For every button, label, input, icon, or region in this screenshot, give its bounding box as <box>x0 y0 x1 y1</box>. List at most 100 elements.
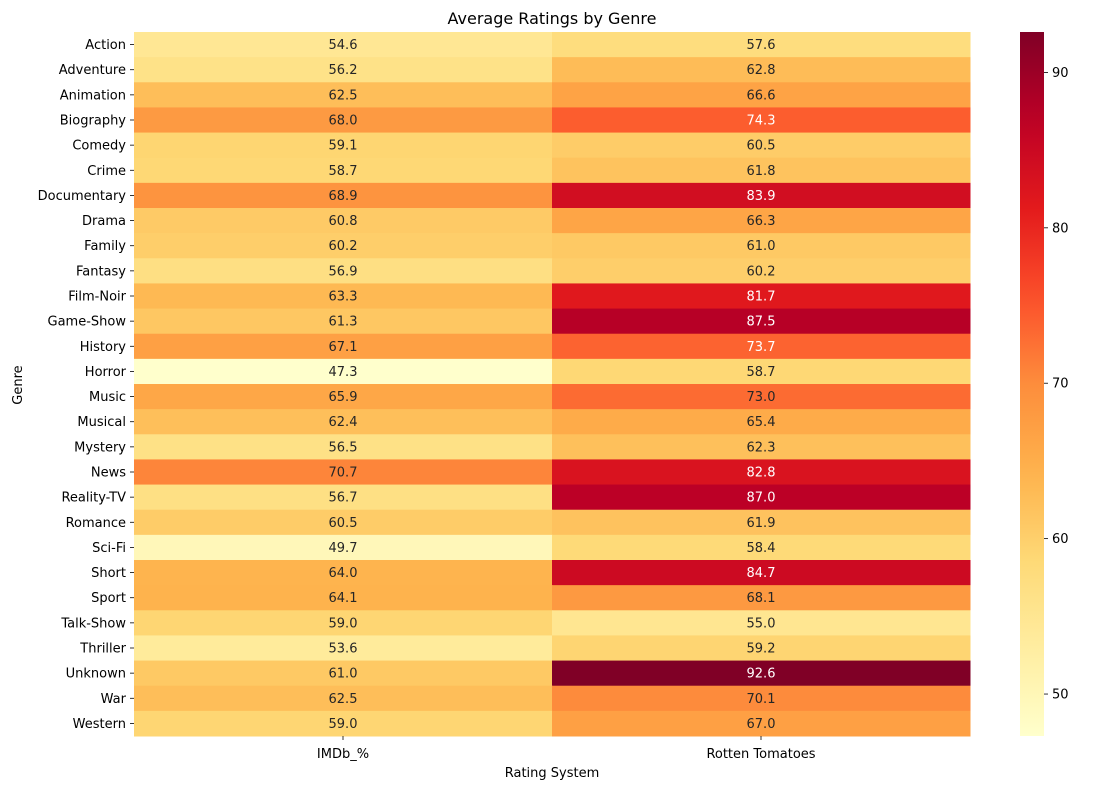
heatmap-cell <box>552 283 971 310</box>
colorbar-tick-label: 90 <box>1052 66 1069 81</box>
heatmap-cell <box>552 434 971 460</box>
cell-value-label: 87.0 <box>747 491 776 506</box>
heatmap-cell <box>552 484 971 511</box>
heatmap-cell <box>134 660 553 687</box>
cell-value-label: 62.4 <box>329 415 358 430</box>
heatmap-cell <box>134 610 553 636</box>
cell-value-label: 73.7 <box>747 340 776 355</box>
row-label: Music <box>89 390 126 405</box>
colorbar-tick-label: 60 <box>1052 532 1069 547</box>
heatmap-cell <box>134 157 553 184</box>
cell-value-label: 61.0 <box>747 239 776 254</box>
heatmap-cell <box>134 509 553 536</box>
cell-value-label: 67.0 <box>747 717 776 732</box>
heatmap-cell <box>552 409 971 435</box>
cell-value-label: 59.0 <box>329 616 358 631</box>
cell-value-label: 83.9 <box>747 189 776 204</box>
cell-value-label: 59.2 <box>747 642 776 657</box>
x-axis-label: Rating System <box>505 766 600 781</box>
heatmap-cell <box>134 107 553 134</box>
row-label: Western <box>73 717 126 732</box>
heatmap-cell <box>552 660 971 687</box>
row-label: Reality-TV <box>61 491 126 506</box>
heatmap-cell <box>552 459 971 486</box>
cell-value-label: 49.7 <box>329 541 358 556</box>
cell-value-label: 58.4 <box>747 541 776 556</box>
heatmap-cell <box>134 585 553 611</box>
row-label: History <box>80 340 127 355</box>
heatmap-cell <box>134 233 553 259</box>
heatmap-cell <box>134 208 553 234</box>
column-label: IMDb_% <box>317 747 369 762</box>
heatmap-cell <box>134 409 553 435</box>
cell-value-label: 61.0 <box>329 667 358 682</box>
cell-value-label: 60.2 <box>747 264 776 279</box>
cell-value-label: 66.3 <box>747 214 776 229</box>
heatmap-cell <box>134 258 553 284</box>
cell-value-label: 56.9 <box>329 264 358 279</box>
heatmap-cell <box>134 534 553 561</box>
cell-value-label: 68.1 <box>747 591 776 606</box>
heatmap-cell <box>552 57 971 83</box>
cell-value-label: 70.7 <box>329 466 358 481</box>
row-label: Drama <box>82 214 126 229</box>
row-label: Short <box>91 566 126 581</box>
row-label: Unknown <box>66 667 126 682</box>
cell-value-label: 56.2 <box>329 63 358 78</box>
row-label: Family <box>84 239 126 254</box>
cell-value-label: 65.4 <box>747 415 776 430</box>
heatmap-cell <box>552 509 971 536</box>
cell-value-label: 68.0 <box>329 114 358 129</box>
cell-value-label: 60.8 <box>329 214 358 229</box>
cell-value-label: 61.9 <box>747 516 776 531</box>
heatmap-cell <box>134 459 553 486</box>
chart-title: Average Ratings by Genre <box>448 9 657 28</box>
row-label: Fantasy <box>76 264 126 279</box>
cell-value-label: 57.6 <box>747 38 776 53</box>
row-label: War <box>101 692 127 707</box>
heatmap-cell <box>552 384 971 410</box>
cell-value-label: 56.7 <box>329 491 358 506</box>
row-label: Sci-Fi <box>92 541 126 556</box>
heatmap-cell <box>552 132 971 159</box>
cell-value-label: 54.6 <box>329 38 358 53</box>
row-label: Horror <box>85 365 127 380</box>
heatmap-cell <box>552 32 971 58</box>
heatmap-cell <box>552 710 971 737</box>
heatmap-cells: 54.6 57.6 56.2 62.8 62.5 66.6 68.0 74.3 59.1 60.5… <box>134 32 971 737</box>
cell-value-label: 62.3 <box>747 440 776 455</box>
heatmap-cell <box>134 308 553 335</box>
cell-value-label: 65.9 <box>329 390 358 405</box>
cell-value-label: 60.5 <box>747 139 776 154</box>
colorbar-tick-label: 80 <box>1052 221 1069 236</box>
colorbar: 50 60 70 80 90 <box>1020 32 1069 736</box>
heatmap-cell <box>552 333 971 360</box>
cell-value-label: 55.0 <box>747 616 776 631</box>
colorbar-gradient <box>1020 32 1044 736</box>
heatmap-cell <box>552 685 971 712</box>
heatmap-cell <box>552 610 971 636</box>
cell-value-label: 68.9 <box>329 189 358 204</box>
heatmap-cell <box>134 182 553 209</box>
cell-value-label: 82.8 <box>747 466 776 481</box>
heatmap-cell <box>134 484 553 511</box>
row-labels: Action Adventure Animation Biography Comedy C… <box>38 38 134 732</box>
heatmap-cell <box>134 283 553 310</box>
heatmap-cell <box>134 333 553 360</box>
cell-value-label: 59.1 <box>329 139 358 154</box>
heatmap-cell <box>134 82 553 108</box>
colorbar-tick-label: 70 <box>1052 377 1069 392</box>
heatmap-cell <box>552 358 971 385</box>
heatmap-cell <box>552 233 971 259</box>
row-label: Adventure <box>59 63 126 78</box>
heatmap-cell <box>134 635 553 662</box>
cell-value-label: 74.3 <box>747 114 776 129</box>
heatmap-cell <box>552 560 971 586</box>
row-label: Romance <box>66 516 126 531</box>
heatmap-cell <box>134 560 553 586</box>
cell-value-label: 87.5 <box>747 315 776 330</box>
row-label: Talk-Show <box>60 616 126 631</box>
cell-value-label: 61.3 <box>329 315 358 330</box>
heatmap-cell <box>552 157 971 184</box>
